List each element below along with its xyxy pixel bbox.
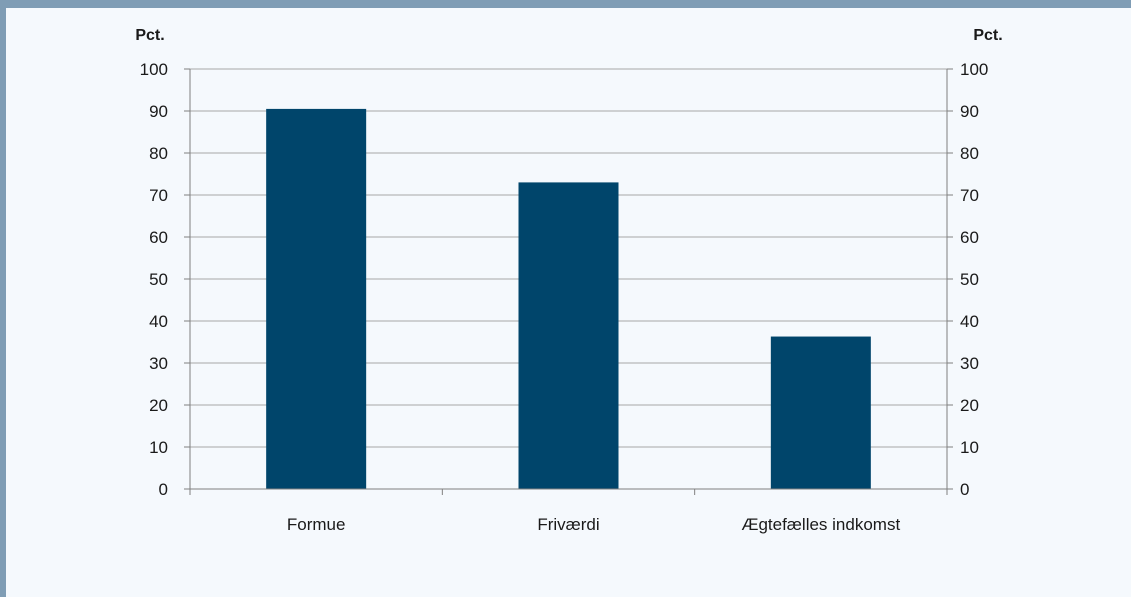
x-category-label: Ægtefælles indkomst xyxy=(741,515,900,534)
y-tick-label-right: 40 xyxy=(960,312,979,331)
y-tick-label-left: 50 xyxy=(149,270,168,289)
bar xyxy=(770,336,871,489)
y-tick-label-left: 60 xyxy=(149,228,168,247)
y-tick-label-left: 20 xyxy=(149,396,168,415)
y-tick-label-right: 60 xyxy=(960,228,979,247)
x-axis-labels: Formue Friværdi Ægtefælles indkomst xyxy=(287,515,901,534)
y-tick-label-left: 0 xyxy=(159,480,168,499)
figure-title-bar xyxy=(0,0,1131,8)
y-tick-label-right: 100 xyxy=(960,60,988,79)
bar xyxy=(518,182,619,489)
y-tick-label-right: 50 xyxy=(960,270,979,289)
y-axis-left-unit: Pct. xyxy=(135,27,164,44)
x-category-label: Friværdi xyxy=(537,515,599,534)
y-axis-right-ticks: 0 10 20 30 40 50 60 70 80 90 100 xyxy=(947,60,988,499)
y-tick-label-left: 90 xyxy=(149,102,168,121)
bar xyxy=(266,108,367,490)
y-tick-label-right: 0 xyxy=(960,480,969,499)
y-tick-label-right: 10 xyxy=(960,438,979,457)
y-tick-label-right: 80 xyxy=(960,144,979,163)
y-tick-label-left: 30 xyxy=(149,354,168,373)
y-axis-left-ticks: 0 10 20 30 40 50 60 70 80 90 100 xyxy=(140,60,190,499)
y-tick-label-left: 40 xyxy=(149,312,168,331)
y-tick-label-right: 70 xyxy=(960,186,979,205)
frame-left-border xyxy=(0,0,6,597)
x-category-label: Formue xyxy=(287,515,346,534)
y-tick-label-right: 90 xyxy=(960,102,979,121)
y-tick-label-right: 20 xyxy=(960,396,979,415)
y-tick-label-left: 10 xyxy=(149,438,168,457)
y-tick-label-left: 70 xyxy=(149,186,168,205)
y-tick-label-left: 80 xyxy=(149,144,168,163)
y-tick-label-right: 30 xyxy=(960,354,979,373)
y-tick-label-left: 100 xyxy=(140,60,168,79)
y-axis-right-unit: Pct. xyxy=(973,27,1002,44)
bars xyxy=(266,108,871,490)
